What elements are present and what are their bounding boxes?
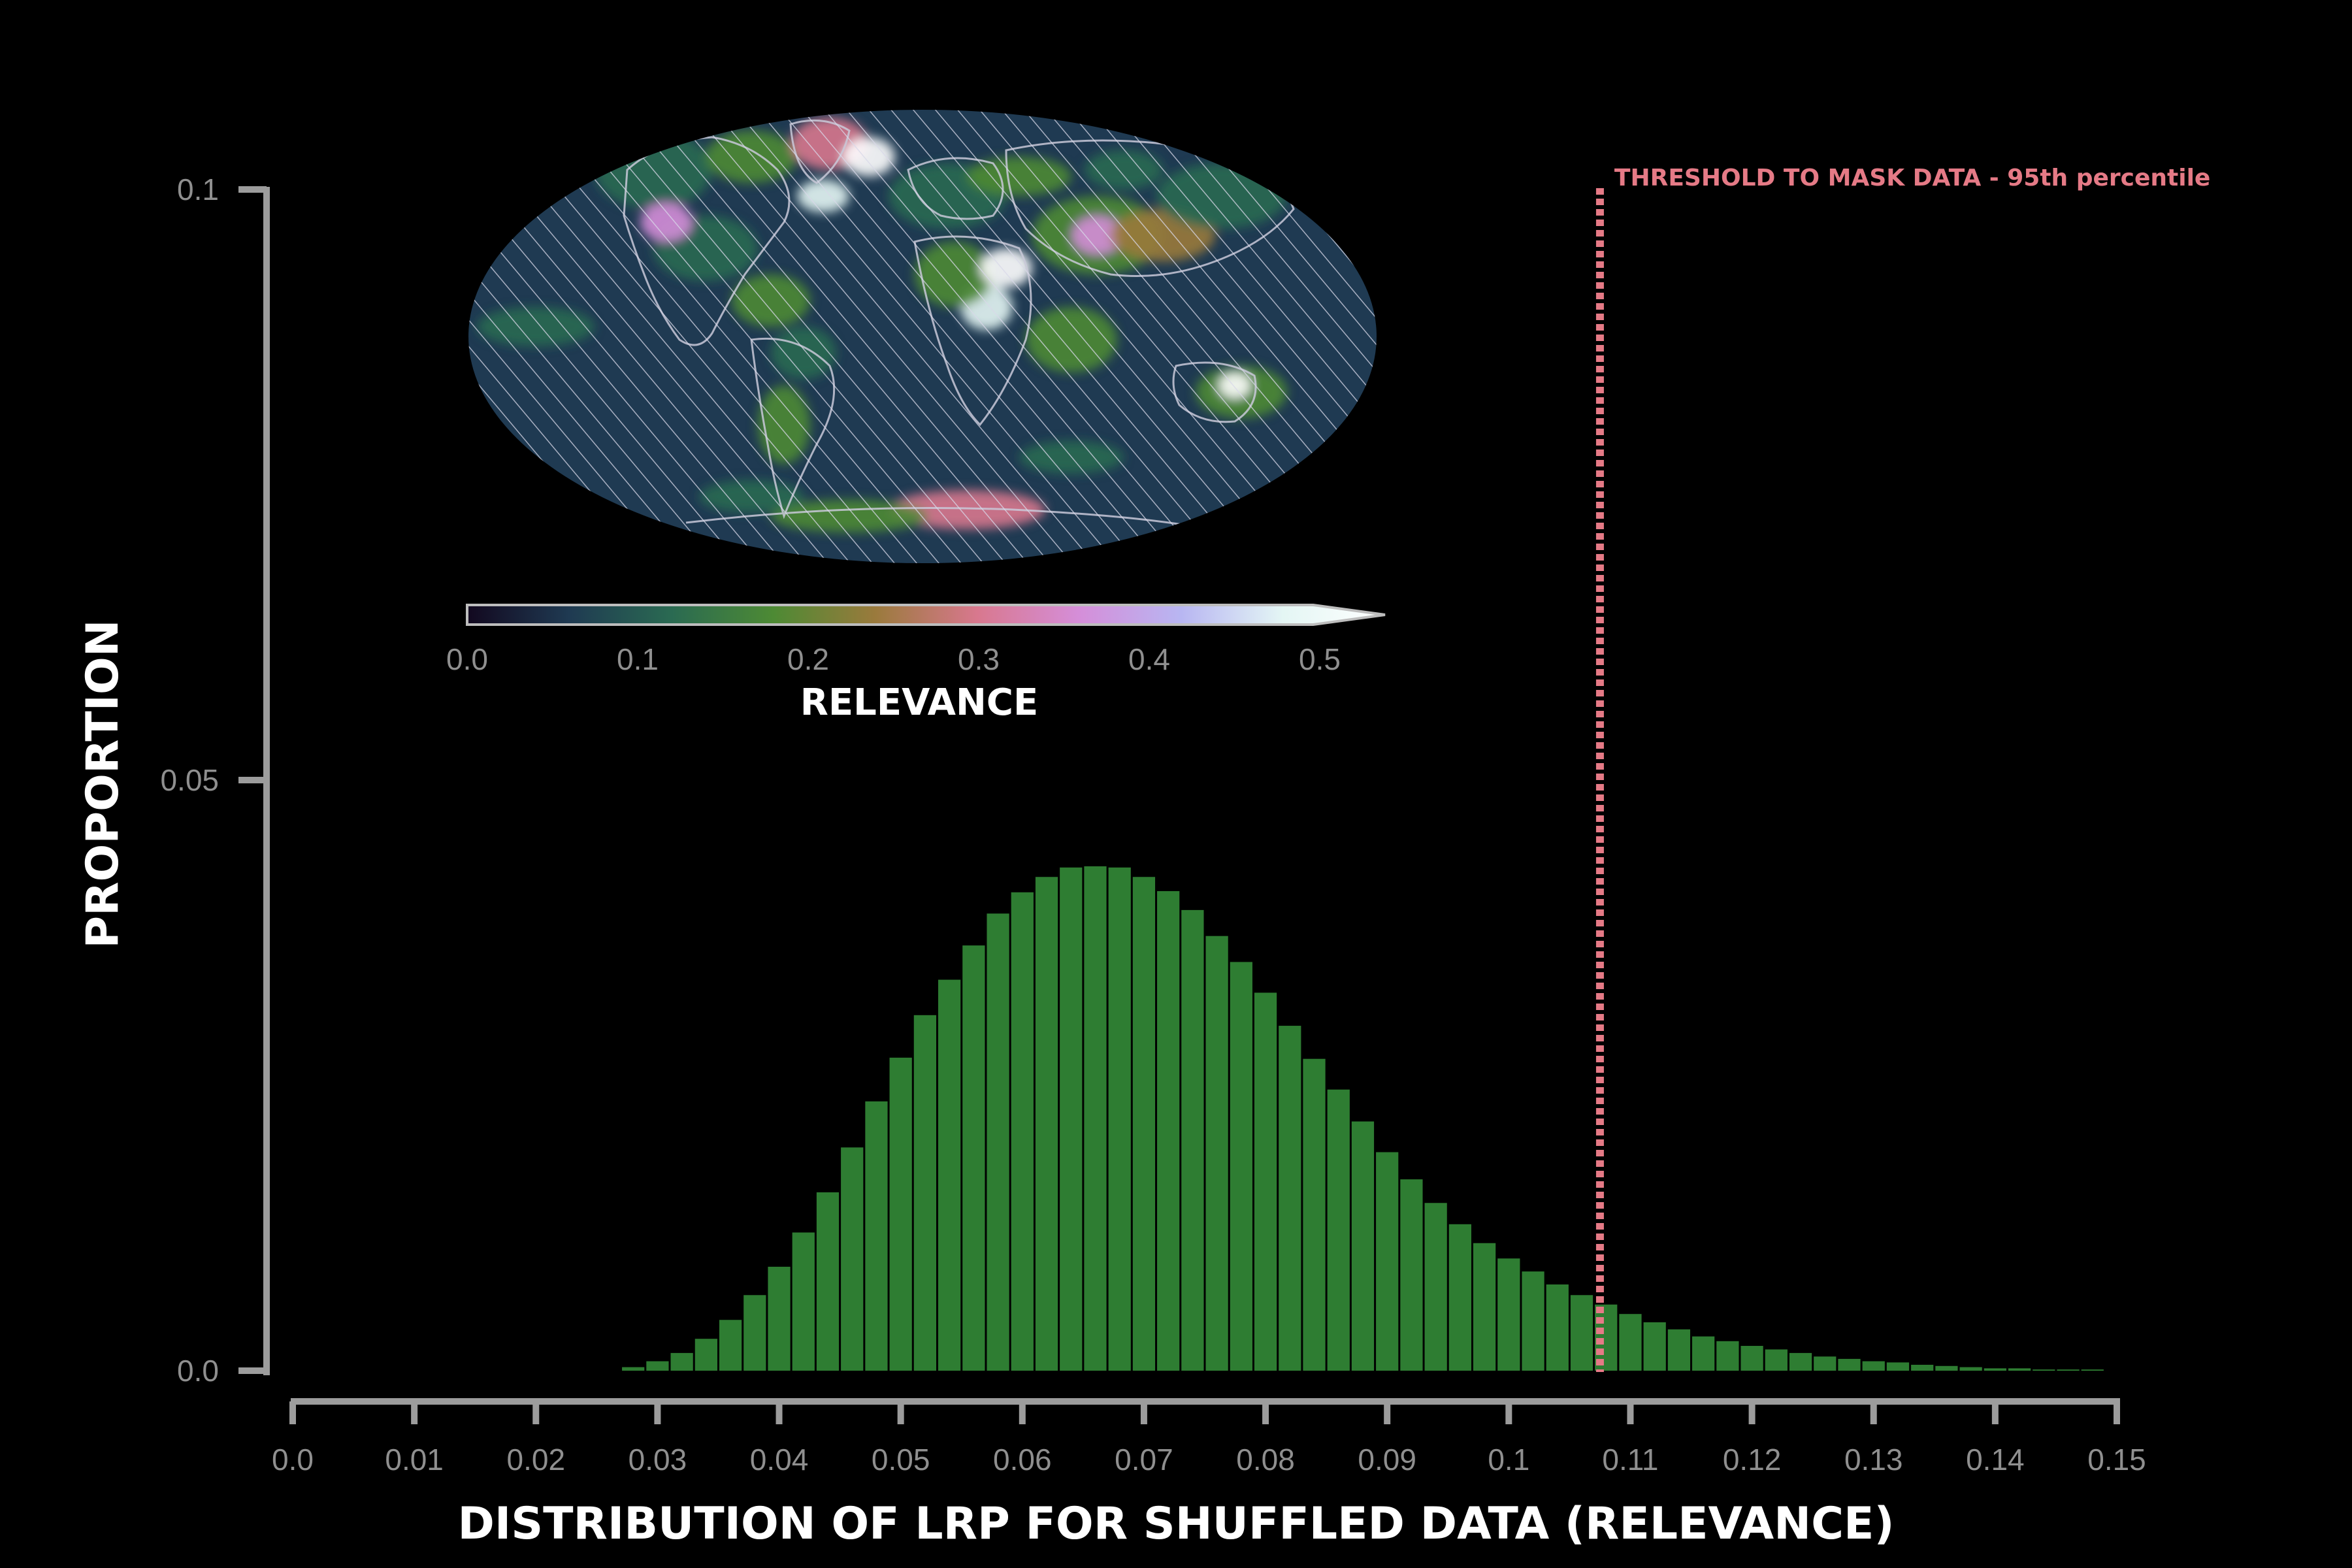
histogram-bar xyxy=(646,1361,669,1371)
colorbar-gradient xyxy=(466,604,1386,626)
x-tick-label: 0.01 xyxy=(385,1443,444,1477)
x-tick-label: 0.06 xyxy=(993,1443,1052,1477)
x-axis: 0.0 0.01 0.02 0.03 0.04 0.05 0.06 0.07 0.08 0.09 0… xyxy=(272,1398,2146,1477)
histogram-bar xyxy=(1473,1243,1496,1371)
histogram-bar xyxy=(816,1192,840,1371)
histogram-bar xyxy=(1448,1224,1471,1371)
histogram-bar xyxy=(1862,1361,1885,1371)
histogram-bar xyxy=(913,1015,937,1371)
histogram-bar xyxy=(2081,1369,2104,1371)
histogram-bar xyxy=(1132,877,1156,1371)
y-tick-label: 0.1 xyxy=(177,172,219,206)
histogram-bar xyxy=(694,1339,717,1371)
histogram-bar xyxy=(1254,992,1277,1371)
histogram-bar xyxy=(1911,1364,1934,1371)
histogram-bar xyxy=(1497,1258,1520,1371)
histogram-bar xyxy=(1765,1349,1788,1371)
histogram-bar xyxy=(1935,1365,1958,1371)
histogram-bar xyxy=(987,913,1009,1371)
x-tick-label: 0.14 xyxy=(1966,1443,2025,1477)
histogram-bar xyxy=(1035,877,1058,1371)
histogram-bar xyxy=(1084,866,1107,1371)
histogram-bar xyxy=(2008,1368,2031,1371)
threshold-label: THRESHOLD TO MASK DATA - 95th percentile xyxy=(1614,165,2210,191)
x-tick-label: 0.12 xyxy=(1723,1443,1782,1477)
inset-map xyxy=(468,110,1377,563)
x-tick-label: 0.05 xyxy=(872,1443,930,1477)
colorbar-title: RELEVANCE xyxy=(800,681,1038,724)
histogram-bar xyxy=(1424,1203,1447,1371)
x-tick-label: 0.13 xyxy=(1844,1443,1903,1477)
x-tick-label: 0.04 xyxy=(750,1443,809,1477)
histogram-bar xyxy=(1303,1058,1326,1371)
colorbar-tick-label: 0.0 xyxy=(446,642,488,676)
histogram-bar xyxy=(1959,1367,1982,1371)
histogram-bar xyxy=(1522,1271,1544,1371)
histogram-bars xyxy=(622,866,2104,1371)
x-tick-label: 0.11 xyxy=(1602,1443,1658,1477)
x-tick-label: 0.09 xyxy=(1358,1443,1416,1477)
x-tick-label: 0.15 xyxy=(2087,1443,2146,1477)
histogram-bar xyxy=(1814,1356,1837,1371)
colorbar-tick-label: 0.2 xyxy=(787,642,829,676)
y-axis-title: PROPORTION xyxy=(77,619,129,948)
histogram-bar xyxy=(1546,1284,1569,1371)
histogram-bar xyxy=(1667,1329,1691,1371)
histogram-bar xyxy=(1643,1322,1666,1371)
colorbar-tick-label: 0.4 xyxy=(1128,642,1170,676)
x-tick-label: 0.07 xyxy=(1115,1443,1173,1477)
histogram-bar xyxy=(1157,890,1180,1371)
histogram-bar xyxy=(719,1320,742,1371)
threshold-marker: THRESHOLD TO MASK DATA - 95th percentile xyxy=(1595,165,2210,1372)
map-hatching xyxy=(468,110,1377,563)
histogram-bar xyxy=(865,1101,888,1371)
histogram-bar xyxy=(1108,867,1131,1371)
histogram-bar xyxy=(1789,1352,1812,1371)
histogram-bar xyxy=(1984,1368,2006,1371)
histogram-bar xyxy=(841,1147,864,1371)
y-tick-label: 0.05 xyxy=(160,763,219,797)
colorbar-tick-label: 0.5 xyxy=(1299,642,1341,676)
histogram-bar xyxy=(962,945,985,1371)
histogram-bar xyxy=(1692,1336,1715,1371)
histogram-bar xyxy=(1060,867,1083,1371)
histogram-bar xyxy=(1886,1362,1910,1371)
histogram-bar xyxy=(1351,1121,1375,1371)
histogram-bar xyxy=(670,1352,693,1371)
x-tick-label: 0.08 xyxy=(1236,1443,1295,1477)
x-tick-label: 0.02 xyxy=(507,1443,566,1477)
histogram-bar xyxy=(1011,892,1034,1371)
histogram-bar xyxy=(1230,962,1252,1371)
histogram-bar xyxy=(792,1232,815,1371)
histogram-bar xyxy=(622,1367,645,1371)
colorbar-tick-label: 0.1 xyxy=(617,642,659,676)
histogram-bar xyxy=(1279,1026,1301,1371)
histogram-bar xyxy=(1619,1314,1642,1371)
colorbar: 0.0 0.1 0.2 0.3 0.4 0.5 RELEVANCE xyxy=(446,604,1386,724)
histogram-bar xyxy=(1376,1152,1399,1371)
histogram-bar xyxy=(743,1295,766,1371)
x-tick-label: 0.1 xyxy=(1488,1443,1529,1477)
histogram-bar xyxy=(1740,1346,1763,1371)
histogram-bar xyxy=(889,1057,912,1371)
x-axis-title: DISTRIBUTION OF LRP FOR SHUFFLED DATA (R… xyxy=(457,1498,1894,1550)
histogram-bar xyxy=(1181,909,1204,1371)
x-tick-label: 0.0 xyxy=(272,1443,314,1477)
histogram-bar xyxy=(1400,1179,1423,1371)
histogram-bar xyxy=(1570,1295,1593,1371)
y-axis: 0.0 0.05 0.1 xyxy=(160,172,270,1388)
histogram-bar xyxy=(1716,1341,1739,1371)
histogram-bar xyxy=(1327,1089,1350,1371)
histogram-bar xyxy=(768,1266,791,1371)
histogram-bar xyxy=(938,979,961,1371)
histogram-bar xyxy=(2033,1369,2055,1371)
colorbar-tick-label: 0.3 xyxy=(958,642,1000,676)
y-tick-label: 0.0 xyxy=(177,1354,219,1388)
x-tick-label: 0.03 xyxy=(629,1443,687,1477)
histogram-bar xyxy=(2057,1369,2080,1371)
histogram-bar xyxy=(1205,936,1228,1371)
histogram-bar xyxy=(1838,1358,1861,1371)
